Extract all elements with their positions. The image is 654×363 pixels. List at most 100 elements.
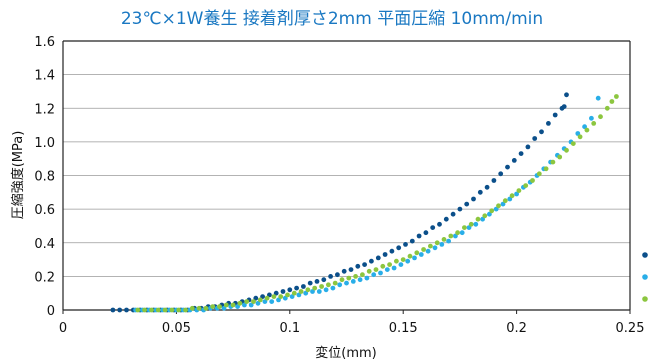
data-point bbox=[591, 121, 597, 126]
data-point bbox=[230, 302, 236, 308]
data-point bbox=[291, 290, 297, 296]
data-point bbox=[330, 285, 336, 291]
data-point bbox=[341, 268, 347, 274]
data-point bbox=[287, 287, 293, 293]
data-point bbox=[403, 242, 408, 247]
data-point bbox=[398, 262, 404, 267]
data-point bbox=[482, 213, 488, 219]
data-point bbox=[473, 221, 479, 227]
data-point bbox=[380, 263, 386, 269]
y-axis-label: 圧縮強度(MPa) bbox=[10, 131, 26, 220]
gridlines bbox=[63, 74, 630, 277]
data-point bbox=[570, 141, 576, 147]
x-axis-label: 変位(mm) bbox=[315, 345, 376, 361]
data-point bbox=[262, 299, 268, 304]
data-point bbox=[491, 178, 497, 183]
data-point bbox=[475, 216, 481, 222]
data-point bbox=[298, 289, 304, 294]
data-point bbox=[414, 250, 420, 256]
data-point bbox=[505, 164, 510, 170]
data-point bbox=[464, 201, 470, 207]
data-point bbox=[350, 279, 356, 284]
data-point bbox=[477, 189, 483, 195]
data-point bbox=[319, 284, 324, 289]
data-point bbox=[332, 280, 338, 286]
data-point bbox=[443, 216, 449, 222]
data-point bbox=[373, 267, 379, 272]
data-point bbox=[539, 129, 544, 135]
data-point bbox=[189, 305, 195, 311]
data-point bbox=[448, 233, 454, 239]
data-point bbox=[525, 144, 531, 150]
data-point bbox=[278, 294, 284, 299]
y-tick-label: 1.6 bbox=[34, 35, 55, 50]
data-point bbox=[471, 196, 476, 202]
data-point bbox=[310, 289, 315, 294]
data-point bbox=[312, 285, 318, 291]
data-point bbox=[391, 265, 397, 271]
data-point bbox=[360, 272, 365, 278]
y-tick-label: 0 bbox=[47, 304, 55, 319]
data-point bbox=[405, 258, 411, 264]
data-point bbox=[375, 255, 381, 261]
data-point bbox=[355, 263, 361, 269]
data-point bbox=[509, 193, 515, 199]
data-point bbox=[289, 294, 295, 299]
y-tick-label: 0.2 bbox=[34, 270, 55, 285]
data-point bbox=[149, 307, 154, 313]
data-point bbox=[552, 112, 558, 118]
data-point bbox=[155, 307, 161, 313]
data-point bbox=[502, 198, 508, 204]
data-point bbox=[400, 257, 406, 262]
data-point bbox=[237, 300, 243, 306]
data-point bbox=[430, 225, 436, 231]
data-point bbox=[480, 216, 485, 222]
data-point bbox=[409, 238, 415, 244]
data-point bbox=[364, 275, 370, 281]
data-point bbox=[511, 158, 517, 163]
data-point bbox=[369, 258, 374, 264]
data-point bbox=[269, 299, 275, 304]
y-tick-label: 1.2 bbox=[34, 102, 55, 117]
data-point bbox=[117, 307, 123, 313]
data-point bbox=[280, 289, 286, 294]
data-point bbox=[564, 92, 569, 98]
data-point bbox=[500, 201, 506, 207]
data-point bbox=[301, 284, 306, 289]
data-point bbox=[253, 295, 259, 301]
data-point bbox=[437, 221, 442, 227]
data-point bbox=[407, 253, 413, 259]
x-tick-label: 0 bbox=[59, 321, 67, 336]
data-point bbox=[584, 127, 590, 133]
data-point bbox=[346, 275, 352, 281]
data-point bbox=[614, 94, 619, 99]
data-point bbox=[421, 247, 426, 252]
data-point bbox=[305, 287, 311, 293]
data-point bbox=[595, 95, 601, 101]
data-point bbox=[387, 262, 392, 267]
data-point bbox=[577, 134, 583, 140]
data-point bbox=[328, 274, 333, 279]
data-point bbox=[242, 302, 247, 308]
data-point bbox=[418, 252, 424, 257]
data-point bbox=[285, 292, 290, 298]
data-point bbox=[307, 280, 313, 286]
data-point bbox=[303, 290, 309, 296]
legend bbox=[642, 252, 648, 302]
data-point bbox=[257, 297, 263, 303]
data-point bbox=[210, 304, 216, 309]
data-point bbox=[546, 121, 551, 126]
data-point bbox=[416, 233, 422, 239]
data-point bbox=[183, 307, 188, 313]
x-tick-label: 0.05 bbox=[162, 321, 191, 336]
data-point bbox=[432, 245, 438, 251]
data-point bbox=[223, 302, 229, 308]
data-point bbox=[459, 230, 465, 236]
data-point bbox=[489, 208, 495, 214]
y-tick-label: 0.8 bbox=[34, 170, 55, 185]
data-point bbox=[366, 268, 372, 274]
data-point bbox=[498, 171, 504, 177]
series-2 bbox=[133, 95, 601, 313]
data-point bbox=[425, 248, 431, 254]
x-tick-label: 0.2 bbox=[506, 321, 527, 336]
